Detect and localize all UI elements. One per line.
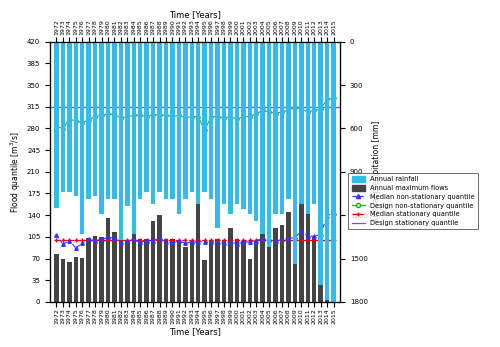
Bar — [248, 42, 252, 214]
Bar — [209, 240, 214, 302]
Bar — [100, 237, 104, 302]
Bar — [228, 228, 232, 302]
Bar — [234, 239, 239, 302]
Bar — [209, 42, 214, 199]
Bar — [60, 42, 65, 192]
Bar — [112, 42, 116, 199]
Bar — [267, 42, 272, 247]
Bar — [274, 228, 278, 302]
Bar — [86, 42, 91, 199]
Bar — [125, 42, 130, 206]
Bar — [260, 172, 265, 302]
Bar — [216, 42, 220, 228]
Bar — [138, 42, 142, 199]
Bar — [202, 260, 207, 302]
Bar — [54, 254, 58, 302]
Bar — [93, 236, 98, 302]
Bar — [170, 239, 174, 302]
Bar — [222, 42, 226, 204]
Bar — [299, 58, 304, 302]
Bar — [196, 201, 200, 302]
Bar — [325, 237, 330, 302]
Bar — [190, 42, 194, 192]
Bar — [164, 42, 168, 199]
Bar — [132, 42, 136, 234]
Bar — [318, 237, 323, 302]
Bar — [254, 42, 258, 221]
Bar — [132, 234, 136, 302]
Bar — [241, 42, 246, 209]
Bar — [183, 42, 188, 199]
Bar — [312, 237, 316, 302]
Bar — [112, 232, 116, 302]
Bar — [260, 42, 265, 234]
Bar — [299, 42, 304, 204]
Bar — [202, 42, 207, 192]
Bar — [54, 42, 58, 208]
Bar — [254, 240, 258, 302]
Bar — [151, 42, 156, 204]
Bar — [138, 239, 142, 302]
Bar — [144, 239, 149, 302]
Bar — [248, 259, 252, 302]
Y-axis label: Flood quantile [m$^3$/s]: Flood quantile [m$^3$/s] — [8, 131, 22, 213]
Bar — [118, 239, 123, 302]
Bar — [274, 42, 278, 214]
Bar — [158, 42, 162, 192]
Bar — [67, 262, 71, 302]
Bar — [170, 42, 174, 199]
Bar — [125, 241, 130, 302]
Bar — [190, 240, 194, 302]
Bar — [106, 42, 110, 199]
Bar — [332, 42, 336, 315]
Bar — [196, 42, 200, 204]
Bar — [306, 213, 310, 302]
Bar — [74, 257, 78, 302]
X-axis label: Time [Years]: Time [Years] — [169, 327, 221, 336]
Bar — [228, 42, 232, 214]
Bar — [241, 240, 246, 302]
Y-axis label: Annual precipitation [mm]: Annual precipitation [mm] — [372, 121, 381, 222]
Bar — [318, 42, 323, 285]
Bar — [280, 42, 284, 214]
Bar — [312, 42, 316, 204]
Bar — [222, 240, 226, 302]
Bar — [292, 202, 297, 302]
Bar — [93, 42, 98, 196]
Bar — [286, 212, 290, 302]
X-axis label: Time [Years]: Time [Years] — [169, 10, 221, 19]
Bar — [144, 42, 149, 192]
Bar — [280, 225, 284, 302]
Bar — [234, 42, 239, 204]
Bar — [176, 42, 181, 214]
Bar — [80, 42, 84, 234]
Bar — [216, 239, 220, 302]
Bar — [151, 221, 156, 302]
Bar — [325, 42, 330, 301]
Bar — [158, 215, 162, 302]
Bar — [118, 42, 123, 240]
Bar — [106, 218, 110, 302]
Legend: Annual rainfall, Annual maximum flows, Median non-stationary quantile, Design no: Annual rainfall, Annual maximum flows, M… — [348, 173, 478, 229]
Bar — [80, 258, 84, 302]
Bar — [286, 42, 290, 199]
Bar — [306, 42, 310, 214]
Bar — [74, 42, 78, 196]
Bar — [332, 80, 336, 302]
Bar — [164, 239, 168, 302]
Bar — [292, 42, 297, 264]
Bar — [100, 42, 104, 214]
Bar — [86, 238, 91, 302]
Bar — [267, 226, 272, 302]
Bar — [60, 259, 65, 302]
Bar — [67, 42, 71, 192]
Bar — [176, 240, 181, 302]
Bar — [183, 247, 188, 302]
